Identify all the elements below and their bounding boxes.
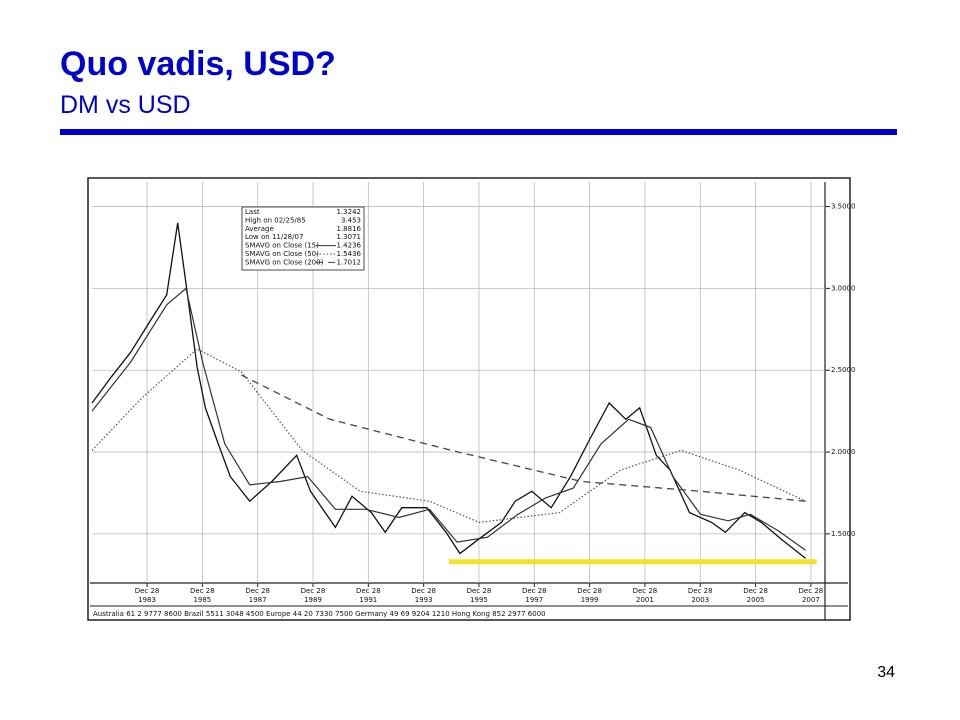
legend-value: 1.5436	[337, 250, 362, 258]
x-tick-year: 2007	[802, 596, 820, 604]
x-tick-label: Dec 28	[633, 587, 658, 595]
legend: Last 1.3242 High on 02/25/85 3.453 Average 1.…	[241, 206, 365, 271]
x-tick-year: 1991	[359, 596, 377, 604]
legend-value: 1.4236	[337, 242, 362, 250]
series-line	[241, 374, 806, 502]
x-tick-year: 2001	[636, 596, 654, 604]
x-tick-label: Dec 28	[301, 587, 326, 595]
x-tick-year: 1999	[581, 596, 599, 604]
y-tick-label: 3.0000	[831, 284, 856, 292]
x-tick-label: Dec 28	[411, 587, 436, 595]
legend-value: 1.3071	[337, 233, 362, 241]
x-tick-year: 2003	[691, 596, 709, 604]
x-tick-label: Dec 28	[135, 587, 160, 595]
page-number: 34	[877, 664, 895, 681]
legend-label: Average	[245, 225, 274, 233]
chart-footer: Australia 61 2 9777 8600 Brazil 5511 304…	[93, 610, 546, 618]
legend-value: 1.3242	[337, 208, 362, 216]
legend-label: SMAVG on Close (200)	[245, 258, 324, 266]
legend-label: Last	[245, 208, 260, 216]
legend-label: Low on 11/28/07	[245, 233, 303, 241]
x-tick-year: 1989	[304, 596, 322, 604]
x-tick-label: Dec 28	[522, 587, 547, 595]
y-tick-label: 2.0000	[831, 448, 856, 456]
x-tick-label: Dec 28	[688, 587, 713, 595]
legend-label: SMAVG on Close (50)	[245, 250, 319, 258]
x-tick-label: Dec 28	[743, 587, 768, 595]
y-tick-label: 1.5000	[831, 530, 856, 538]
x-tick-label: Dec 28	[799, 587, 824, 595]
legend-value: 1.8816	[337, 225, 362, 233]
title-rule	[60, 129, 897, 135]
slide-subtitle: DM vs USD	[60, 91, 191, 119]
y-tick-label: 2.5000	[831, 366, 856, 374]
x-tick-year: 1997	[525, 596, 543, 604]
x-tick-year: 1987	[249, 596, 267, 604]
legend-box	[241, 206, 365, 271]
x-tick-year: 1995	[470, 596, 488, 604]
legend-label: High on 02/25/85	[245, 216, 306, 224]
series-line	[91, 287, 806, 551]
x-tick-year: 1983	[138, 596, 156, 604]
x-tick-label: Dec 28	[467, 587, 492, 595]
x-tick-year: 1985	[193, 596, 211, 604]
x-tick-year: 2005	[747, 596, 765, 604]
x-tick-label: Dec 28	[356, 587, 381, 595]
x-tick-label: Dec 28	[245, 587, 270, 595]
x-tick-label: Dec 28	[190, 587, 215, 595]
legend-value: 1.7012	[337, 258, 362, 266]
x-tick-label: Dec 28	[577, 587, 602, 595]
y-tick-label: 3.5000	[831, 203, 856, 211]
legend-label: SMAVG on Close (15)	[245, 242, 319, 250]
slide-title: Quo vadis, USD?	[60, 45, 336, 83]
legend-value: 3.453	[341, 216, 361, 224]
x-tick-year: 1993	[415, 596, 433, 604]
